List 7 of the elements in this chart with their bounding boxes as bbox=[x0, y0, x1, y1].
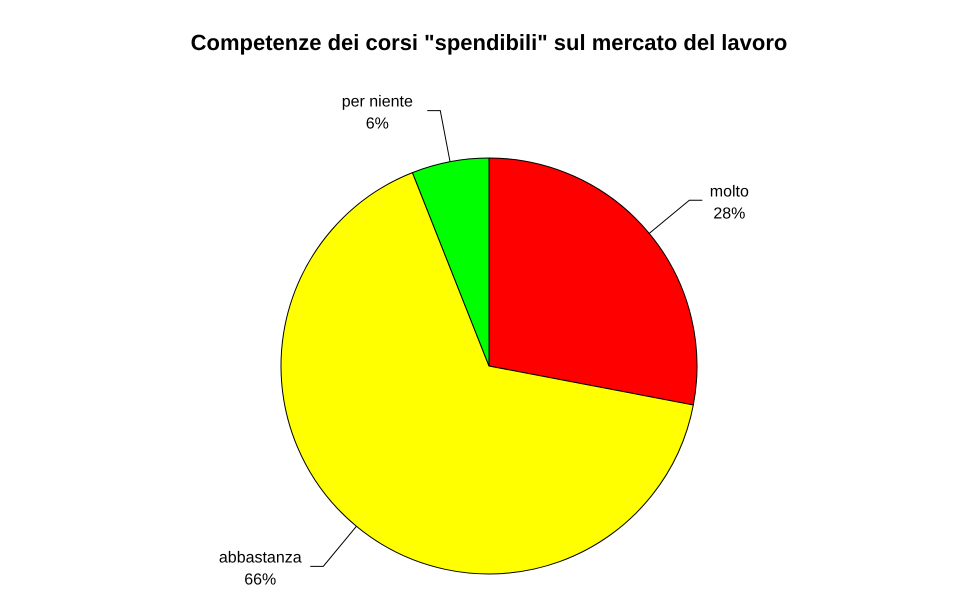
slice-label: abbastanza bbox=[218, 549, 302, 566]
slice-label: molto bbox=[710, 183, 749, 200]
data-label: 6% bbox=[366, 116, 389, 133]
slice-label: per niente bbox=[342, 94, 413, 111]
data-label: 66% bbox=[244, 571, 276, 588]
chart-title: Competenze dei corsi "spendibili" sul mercato del lavoro bbox=[190, 30, 788, 55]
data-label: 28% bbox=[713, 205, 746, 222]
